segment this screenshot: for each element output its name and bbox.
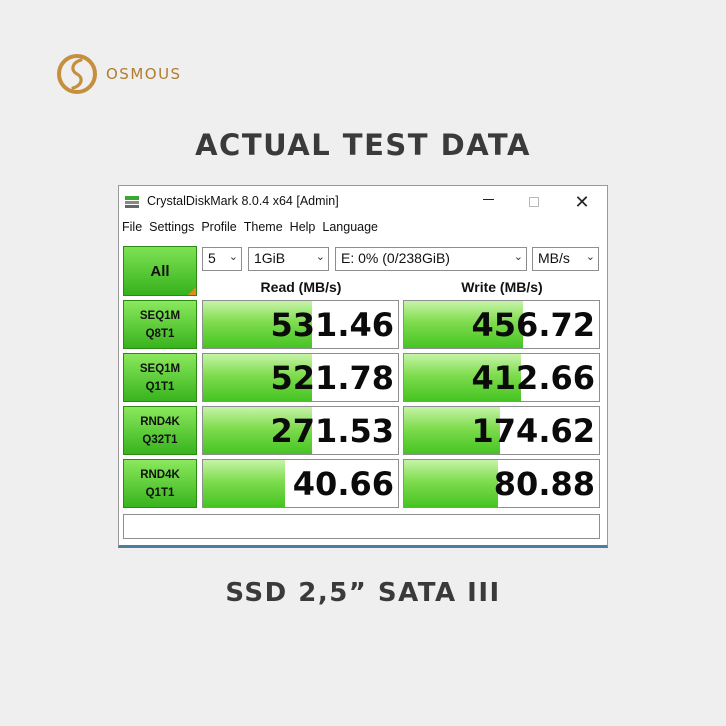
test-params: Q1T1 [145, 486, 175, 499]
test-button-rnd4k-q1t1[interactable]: RND4K Q1T1 [123, 459, 197, 508]
write-result-bar [404, 354, 521, 401]
brand: OSMOUS [54, 51, 182, 97]
test-count-value: 5 [208, 250, 216, 266]
test-params: Q1T1 [145, 380, 175, 393]
menu-profile[interactable]: Profile [201, 220, 237, 234]
read-result-bar [203, 460, 285, 507]
read-result-cell: 531.46 [202, 300, 399, 349]
write-result-value: 456.72 [471, 306, 595, 344]
minimize-button[interactable] [465, 186, 511, 218]
product-label: SSD 2,5” SATA III [225, 578, 501, 608]
read-result-cell: 40.66 [202, 459, 399, 508]
read-result-cell: 271.53 [202, 406, 399, 455]
menu-theme[interactable]: Theme [243, 220, 283, 234]
write-result-value: 412.66 [471, 359, 595, 397]
read-column-header: Read (MB/s) [260, 279, 342, 295]
osmous-logo-icon [57, 54, 97, 94]
write-result-bar [404, 407, 500, 454]
close-button[interactable]: ✕ [559, 186, 605, 218]
test-params: Q32T1 [142, 433, 178, 446]
menu-bar: File Settings Profile Theme Help Languag… [119, 218, 607, 238]
read-result-value: 271.53 [270, 412, 394, 450]
test-size-select[interactable]: 1GiB ⌄ [248, 247, 329, 271]
menu-settings[interactable]: Settings [149, 220, 195, 234]
write-result-bar [404, 460, 498, 507]
test-name: RND4K [140, 468, 180, 481]
read-result-bar [203, 407, 313, 454]
read-result-value: 531.46 [270, 306, 394, 344]
write-result-cell: 412.66 [403, 353, 600, 402]
unit-value: MB/s [538, 250, 570, 266]
test-size-value: 1GiB [254, 250, 286, 266]
menu-language[interactable]: Language [322, 220, 379, 234]
read-result-cell: 521.78 [202, 353, 399, 402]
read-result-value: 521.78 [270, 359, 394, 397]
test-button-seq1m-q1t1[interactable]: SEQ1M Q1T1 [123, 353, 197, 402]
chevron-down-icon: ⌄ [585, 251, 595, 263]
read-result-bar [203, 301, 313, 348]
write-result-cell: 174.62 [403, 406, 600, 455]
menu-help[interactable]: Help [289, 220, 316, 234]
chevron-down-icon: ⌄ [513, 251, 523, 263]
all-button[interactable]: All [123, 246, 197, 296]
read-result-value: 40.66 [292, 465, 394, 503]
write-result-cell: 80.88 [403, 459, 600, 508]
chevron-down-icon: ⌄ [228, 251, 238, 263]
test-button-rnd4k-q32t1[interactable]: RND4K Q32T1 [123, 406, 197, 455]
app-window: CrystalDiskMark 8.0.4 x64 [Admin] ✕ File… [118, 185, 608, 548]
menu-file[interactable]: File [122, 220, 143, 234]
title-bar: CrystalDiskMark 8.0.4 x64 [Admin] ✕ [119, 186, 607, 218]
write-result-value: 80.88 [493, 465, 595, 503]
write-result-value: 174.62 [471, 412, 595, 450]
headline: ACTUAL TEST DATA [195, 128, 531, 162]
close-icon: ✕ [574, 191, 590, 212]
drive-select[interactable]: E: 0% (0/238GiB) ⌄ [335, 247, 527, 271]
maximize-button[interactable] [511, 186, 557, 218]
test-params: Q8T1 [145, 327, 175, 340]
drive-value: E: 0% (0/238GiB) [341, 250, 450, 266]
chevron-down-icon: ⌄ [315, 251, 325, 263]
brand-name: OSMOUS [106, 65, 182, 83]
test-name: SEQ1M [139, 309, 181, 322]
disk-app-icon [125, 196, 139, 208]
write-result-bar [404, 301, 523, 348]
write-result-cell: 456.72 [403, 300, 600, 349]
read-result-bar [203, 354, 313, 401]
test-count-select[interactable]: 5 ⌄ [202, 247, 242, 271]
window-title: CrystalDiskMark 8.0.4 x64 [Admin] [147, 194, 339, 208]
minimize-icon [482, 198, 494, 200]
test-name: SEQ1M [139, 362, 181, 375]
test-name: RND4K [140, 415, 180, 428]
write-column-header: Write (MB/s) [461, 279, 543, 295]
test-button-seq1m-q8t1[interactable]: SEQ1M Q8T1 [123, 300, 197, 349]
comment-field[interactable] [123, 514, 600, 539]
maximize-icon [529, 197, 539, 207]
unit-select[interactable]: MB/s ⌄ [532, 247, 599, 271]
